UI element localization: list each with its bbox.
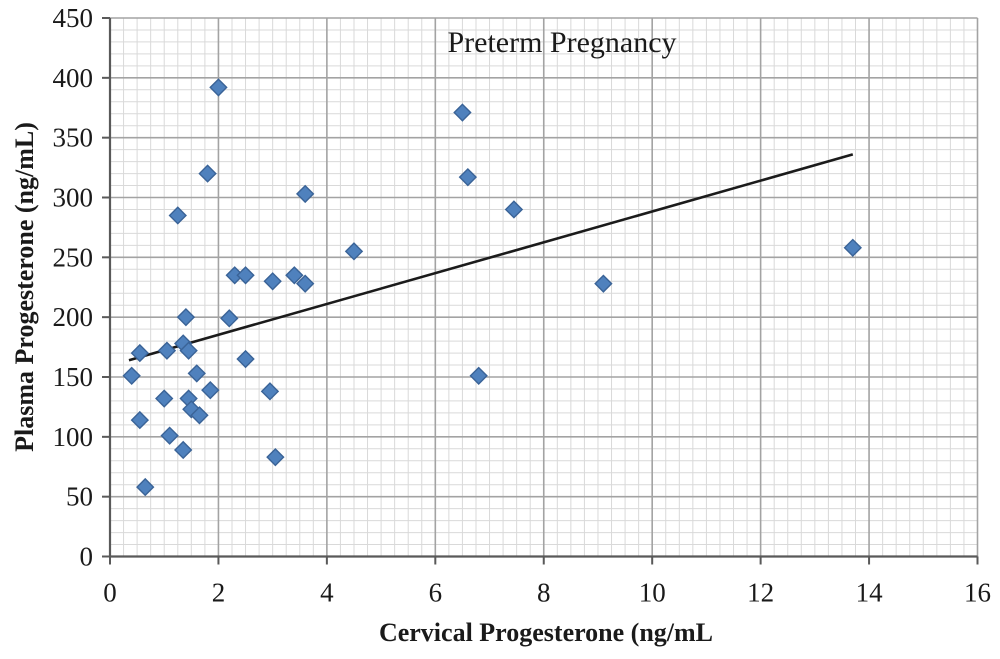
x-axis-title: Cervical Progesterone (ng/mL — [379, 618, 713, 647]
data-point — [263, 272, 282, 291]
y-tick-label: 0 — [80, 542, 94, 572]
data-point — [220, 309, 239, 328]
x-tick-label: 12 — [747, 578, 774, 608]
data-point — [168, 206, 187, 225]
y-tick-label: 400 — [53, 63, 94, 93]
x-tick-label: 6 — [429, 578, 443, 608]
data-point — [453, 103, 472, 122]
y-axis-title: Plasma Progesterone (ng/mL) — [10, 122, 39, 452]
y-tick-label: 50 — [66, 482, 93, 512]
data-point — [130, 343, 150, 363]
data-point — [843, 238, 862, 257]
data-point — [236, 266, 255, 285]
x-tick-label: 8 — [537, 578, 551, 608]
y-tick-label: 200 — [53, 302, 94, 332]
chart-title: Preterm Pregnancy — [447, 26, 676, 59]
data-point — [344, 242, 364, 261]
data-point — [201, 380, 220, 400]
data-point — [155, 389, 174, 408]
data-point — [594, 274, 613, 293]
x-tick-label: 10 — [639, 578, 666, 608]
data-point — [209, 78, 228, 97]
trendline — [128, 153, 854, 362]
x-tick-label: 2 — [212, 578, 226, 608]
data-point — [157, 341, 177, 360]
data-point — [295, 274, 315, 293]
data-point — [295, 184, 315, 204]
x-tick-label: 14 — [856, 578, 884, 608]
data-point — [198, 164, 217, 183]
x-tick-label: 4 — [320, 578, 334, 608]
y-tick-label: 150 — [53, 362, 94, 392]
x-tick-label: 0 — [103, 578, 117, 608]
data-point — [266, 447, 285, 467]
data-point — [136, 477, 155, 497]
y-tick-label: 450 — [53, 3, 94, 33]
data-point — [285, 266, 304, 285]
data-point — [179, 341, 198, 360]
data-point — [190, 406, 209, 425]
data-point — [469, 366, 488, 385]
data-point — [504, 200, 524, 219]
data-point — [130, 410, 150, 430]
y-tick-label: 350 — [53, 123, 94, 153]
data-point — [187, 364, 206, 383]
data-point — [176, 307, 196, 327]
data-point — [160, 426, 179, 445]
data-point — [174, 440, 193, 460]
data-point — [122, 366, 141, 385]
x-tick-label: 16 — [964, 578, 991, 608]
y-tick-label: 250 — [53, 242, 94, 272]
data-point — [260, 382, 280, 401]
data-point — [236, 349, 255, 369]
data-point — [458, 167, 478, 187]
y-tick-label: 300 — [53, 183, 94, 213]
y-tick-label: 100 — [53, 422, 94, 452]
